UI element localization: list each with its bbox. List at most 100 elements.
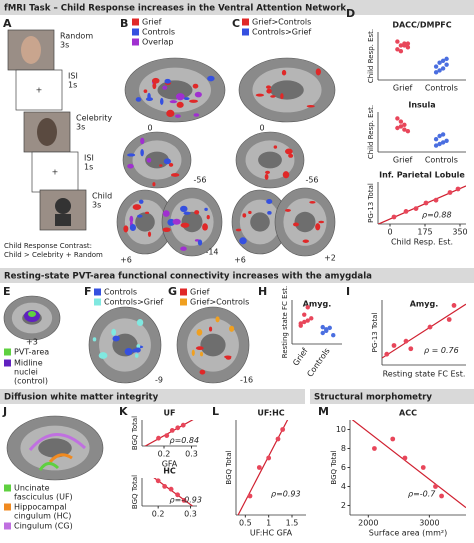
data-point <box>420 465 426 470</box>
data-point <box>433 70 439 75</box>
data-point <box>440 66 446 71</box>
panel-letter: F <box>84 285 92 298</box>
activation-blob <box>266 88 272 94</box>
x-axis-label: GFA <box>162 460 178 469</box>
chart-title: DACC/DMPFC <box>392 21 451 30</box>
contrast-label: Child Response Contrast: <box>4 242 92 250</box>
data-point <box>405 41 411 46</box>
activation-blob <box>239 237 247 245</box>
data-point <box>413 206 419 212</box>
annotation: ρ=0.93 <box>271 490 301 499</box>
x-tick-label: 0.5 <box>239 519 252 528</box>
data-point <box>395 47 400 52</box>
chart-title: Insula <box>408 101 435 110</box>
slice-label: +2 <box>324 254 336 263</box>
legend-label: Controls <box>142 28 175 37</box>
slice-label: -56 <box>305 176 318 185</box>
x-axis-label: Child Resp. Est. <box>391 238 453 247</box>
step-time: 1s <box>84 163 93 172</box>
x-tick-label: 1 <box>266 519 271 528</box>
data-point <box>305 305 310 310</box>
annotation: ρ=-0.7 <box>408 490 436 499</box>
activation-blob <box>315 68 321 76</box>
legend-label: Grief>Controls <box>190 298 249 307</box>
activation-blob <box>127 163 134 169</box>
data-point <box>451 303 457 308</box>
y-axis-label: Resting state FC Est. <box>281 286 289 358</box>
step-time: 1s <box>68 81 77 90</box>
activation-blob <box>293 222 299 227</box>
brain-image <box>200 333 226 357</box>
panel-letter: E <box>3 285 11 298</box>
fit-line <box>382 303 466 359</box>
panel-letter: J <box>2 405 7 418</box>
activation-blob <box>306 105 315 108</box>
x-tick-label: 1.5 <box>286 519 299 528</box>
annotation: ρ=0.88 <box>422 210 452 219</box>
data-point <box>302 319 307 325</box>
legend-swatch <box>4 503 11 511</box>
activation-blob <box>318 220 325 224</box>
activation-blob <box>169 100 178 104</box>
activation-blob <box>266 198 273 205</box>
contrast-label: Child > Celebrity + Random <box>4 251 103 259</box>
x-tick-label: 175 <box>417 228 432 237</box>
panel-letter: L <box>212 405 219 418</box>
legend-label: Hippocampal <box>14 503 67 512</box>
data-point <box>395 39 400 44</box>
legend-swatch <box>132 18 139 26</box>
step-label: ISI <box>68 72 78 81</box>
activation-blob <box>152 182 156 187</box>
activation-blob <box>129 224 137 231</box>
activation-blob <box>309 200 316 204</box>
activation-blob <box>267 211 272 215</box>
data-point <box>447 190 453 195</box>
legend-label: Midline <box>14 359 43 368</box>
activation-blob <box>134 353 139 358</box>
slice-label: +6 <box>120 256 132 265</box>
activation-blob <box>145 97 153 102</box>
x-tick-label: Grief <box>393 156 413 165</box>
activation-blob <box>170 173 180 177</box>
data-point <box>384 351 390 357</box>
activation-blob <box>206 214 210 220</box>
data-point <box>437 141 442 147</box>
data-point <box>398 119 404 124</box>
panel-letter: B <box>120 17 128 30</box>
data-point <box>433 197 439 203</box>
legend-label: Controls>Grief <box>104 298 163 307</box>
activation-blob <box>138 199 144 204</box>
data-point <box>403 338 409 344</box>
data-point <box>305 318 310 323</box>
legend-swatch <box>4 522 11 530</box>
activation-blob <box>302 239 309 243</box>
data-point <box>298 321 303 326</box>
face-photo <box>37 118 57 146</box>
brain-image <box>145 151 169 169</box>
legend-label: Grief>Controls <box>252 18 311 27</box>
activation-blob <box>159 164 163 167</box>
fixation: + <box>52 168 59 177</box>
legend-label: nuclei <box>14 368 38 377</box>
activation-blob <box>136 344 141 349</box>
activation-blob <box>92 337 97 342</box>
activation-blob <box>140 149 144 157</box>
chart-title: HC <box>163 467 176 476</box>
data-point <box>408 346 414 352</box>
activation-blob <box>199 369 206 375</box>
panel-letter: D <box>346 7 355 20</box>
data-point <box>175 492 180 498</box>
data-point <box>433 64 439 69</box>
x-tick-label: Grief <box>291 346 310 367</box>
x-tick-label: Controls <box>425 156 458 165</box>
data-point <box>162 484 168 489</box>
activation-blob <box>224 355 232 359</box>
data-point <box>440 132 446 137</box>
activation-blob <box>123 225 129 233</box>
activation-blob <box>315 223 321 231</box>
data-point <box>391 343 397 348</box>
activation-blob <box>235 228 242 232</box>
section-title: Resting-state PVT-area functional connec… <box>4 272 372 282</box>
data-point <box>155 478 161 484</box>
